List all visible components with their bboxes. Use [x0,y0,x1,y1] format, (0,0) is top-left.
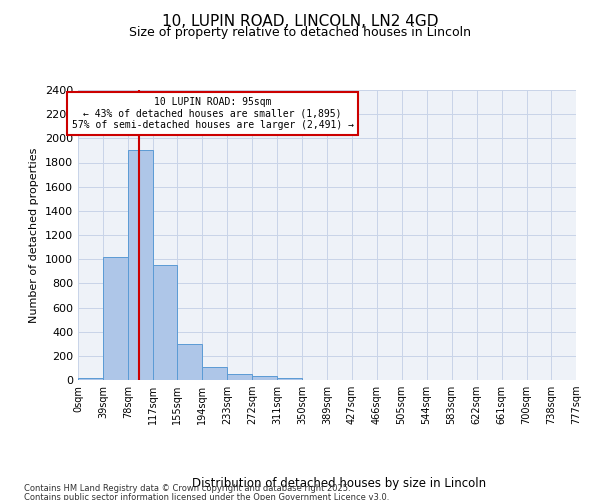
Bar [227,374,253,380]
Text: Size of property relative to detached houses in Lincoln: Size of property relative to detached ho… [129,26,471,39]
Bar [277,378,302,380]
Text: Contains HM Land Registry data © Crown copyright and database right 2025.: Contains HM Land Registry data © Crown c… [24,484,350,493]
Text: 10, LUPIN ROAD, LINCOLN, LN2 4GD: 10, LUPIN ROAD, LINCOLN, LN2 4GD [162,14,438,29]
Bar [103,257,128,380]
Text: 10 LUPIN ROAD: 95sqm
← 43% of detached houses are smaller (1,895)
57% of semi-de: 10 LUPIN ROAD: 95sqm ← 43% of detached h… [71,97,353,130]
Bar [253,376,277,380]
Bar [153,265,178,380]
Text: Contains public sector information licensed under the Open Government Licence v3: Contains public sector information licen… [24,492,389,500]
Y-axis label: Number of detached properties: Number of detached properties [29,148,40,322]
Text: Distribution of detached houses by size in Lincoln: Distribution of detached houses by size … [192,478,486,490]
Bar [202,366,227,380]
Bar [78,378,103,380]
Bar [178,344,202,380]
Bar [128,150,153,380]
